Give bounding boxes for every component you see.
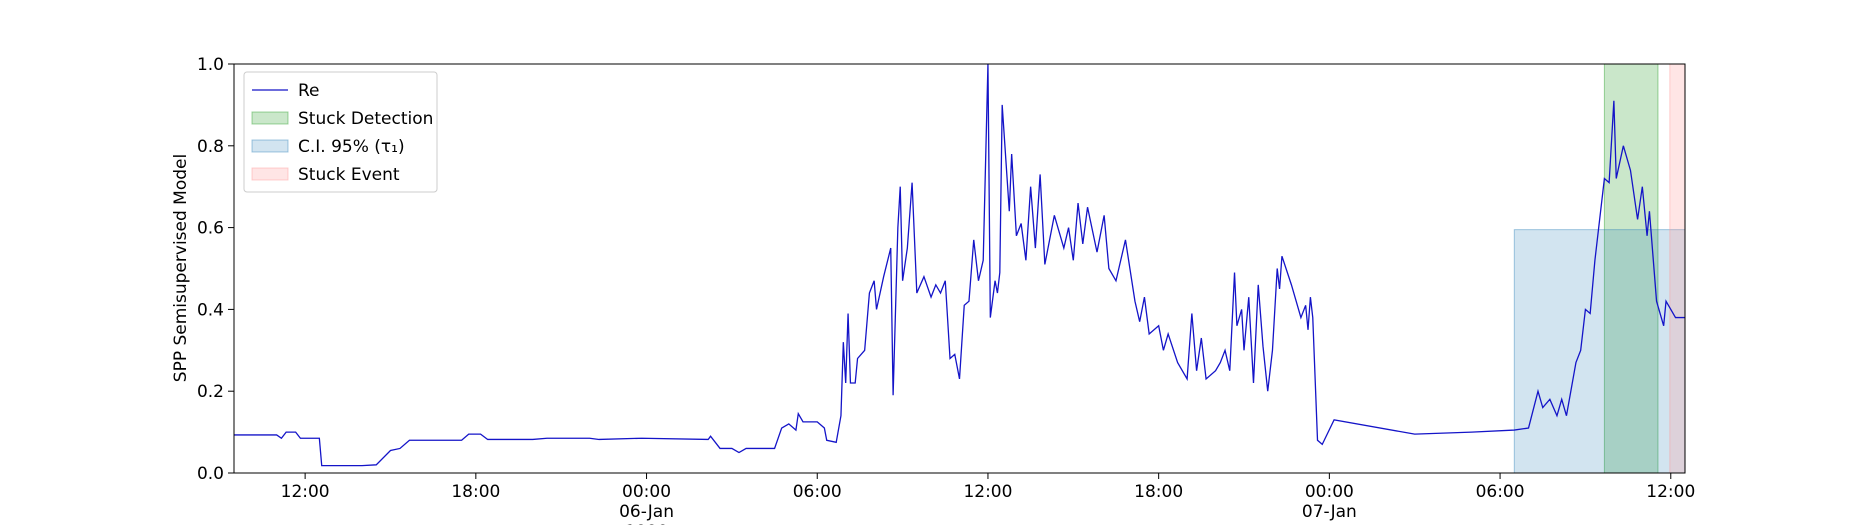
x-tick-label: 12:00 — [281, 482, 330, 502]
y-tick-label: 0.8 — [197, 137, 224, 157]
x-tick-label: 18:00 — [1134, 482, 1183, 502]
data-line — [234, 63, 1685, 467]
x-tick-label-line: 00:00 — [1305, 482, 1354, 502]
x-tick-label-line: 06-Jan — [619, 502, 674, 522]
y-axis-label: SPP Semisupervised Model — [171, 154, 191, 382]
x-tick-label: 12:00 — [963, 482, 1012, 502]
legend-swatch — [251, 111, 289, 125]
legend-label: Stuck Detection — [298, 109, 433, 129]
x-tick-label: 12:00 — [1646, 482, 1695, 502]
y-tick-label: 0.4 — [197, 300, 224, 320]
y-tick-label: 0.6 — [197, 219, 224, 239]
x-tick-label: 06:00 — [793, 482, 842, 502]
y-tick-label: 1.0 — [197, 55, 224, 75]
span — [1603, 63, 1659, 474]
legend-swatch — [251, 167, 289, 181]
x-tick-label-line: 1990 — [625, 522, 668, 525]
legend-box — [243, 71, 438, 193]
legend-swatch — [251, 139, 289, 153]
span — [1513, 229, 1686, 474]
x-tick-label: 00:00 07-Jan — [1302, 482, 1357, 522]
plot-frame — [233, 63, 1686, 474]
x-tick-label-line: 00:00 — [622, 482, 671, 502]
y-tick-label: 0.0 — [197, 464, 224, 484]
x-tick-label: 18:00 — [451, 482, 500, 502]
legend-label: Stuck Event — [298, 165, 400, 185]
legend-label: Re — [298, 81, 320, 101]
x-tick-label-line: 07-Jan — [1302, 502, 1357, 522]
y-tick-label: 0.2 — [197, 382, 224, 402]
span — [1669, 63, 1686, 474]
legend-label: C.I. 95% (τ₁) — [298, 137, 405, 157]
x-tick-label: 06:00 — [1476, 482, 1525, 502]
